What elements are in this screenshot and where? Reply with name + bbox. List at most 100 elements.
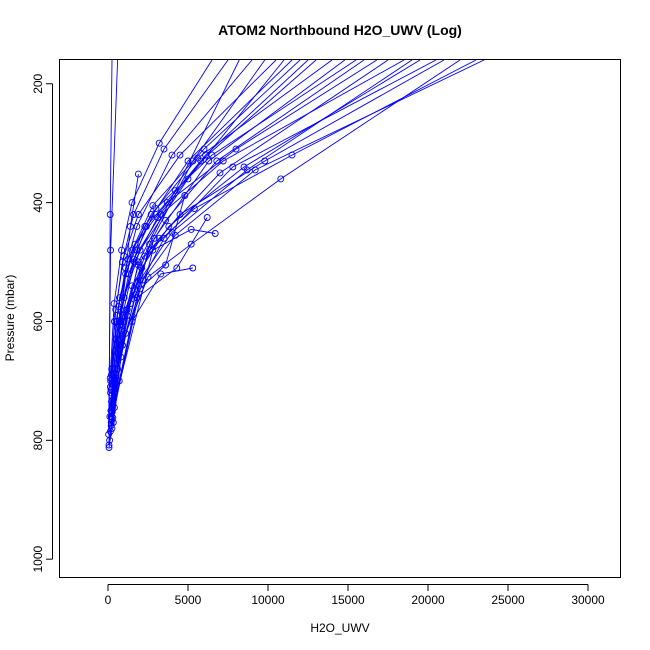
x-tick-label: 5000 bbox=[175, 593, 202, 607]
data-point bbox=[157, 270, 165, 278]
series-line bbox=[109, 60, 213, 378]
series-layer bbox=[105, 60, 485, 451]
data-point bbox=[133, 294, 141, 302]
x-tick-label: 10000 bbox=[251, 593, 285, 607]
data-point bbox=[232, 145, 240, 153]
series-line bbox=[113, 60, 421, 399]
series-line bbox=[111, 60, 378, 370]
series-line bbox=[110, 60, 293, 417]
data-point bbox=[105, 441, 113, 449]
data-point bbox=[118, 246, 126, 254]
x-tick-label: 20000 bbox=[411, 593, 445, 607]
y-axis-label: Pressure (mbar) bbox=[3, 275, 17, 362]
data-point bbox=[149, 202, 157, 210]
data-point bbox=[149, 246, 157, 254]
series-line bbox=[111, 60, 357, 384]
data-point bbox=[131, 240, 139, 248]
data-point bbox=[168, 151, 176, 159]
series-27 bbox=[108, 170, 142, 432]
data-point bbox=[123, 306, 131, 314]
data-point bbox=[141, 222, 149, 230]
series-line bbox=[110, 267, 193, 423]
series-line bbox=[112, 60, 445, 402]
data-point bbox=[110, 404, 118, 412]
series-7 bbox=[109, 60, 461, 409]
data-point bbox=[211, 230, 219, 237]
series-line bbox=[109, 60, 346, 432]
series-line bbox=[110, 60, 277, 381]
x-tick-label: 25000 bbox=[491, 593, 525, 607]
plot-frame bbox=[59, 59, 621, 578]
data-point bbox=[144, 273, 152, 281]
data-point bbox=[194, 154, 202, 162]
data-point bbox=[118, 341, 126, 349]
series-6 bbox=[107, 60, 389, 415]
data-point bbox=[203, 214, 211, 221]
y-tick-label: 800 bbox=[31, 430, 45, 450]
y-tick-label: 600 bbox=[31, 311, 45, 331]
data-point bbox=[208, 151, 216, 159]
data-point bbox=[128, 199, 136, 207]
series-line bbox=[110, 60, 253, 393]
data-point bbox=[187, 240, 195, 248]
data-point bbox=[155, 139, 163, 147]
series-23 bbox=[108, 60, 378, 373]
data-point bbox=[134, 170, 142, 178]
data-point bbox=[162, 261, 170, 269]
data-point bbox=[134, 211, 142, 218]
series-13 bbox=[108, 60, 309, 400]
data-point bbox=[176, 151, 184, 159]
series-line bbox=[112, 60, 413, 423]
x-tick-label: 15000 bbox=[331, 593, 365, 607]
data-point bbox=[130, 211, 138, 218]
series-22 bbox=[107, 60, 293, 421]
x-axis-label: H2O_UWV bbox=[310, 621, 369, 635]
series-line bbox=[113, 195, 186, 408]
data-point bbox=[200, 145, 208, 153]
chart-title: ATOM2 Northbound H2O_UWV (Log) bbox=[218, 22, 462, 38]
x-tick-label: 30000 bbox=[571, 593, 605, 607]
series-line bbox=[111, 60, 317, 402]
data-point bbox=[162, 216, 170, 224]
series-2 bbox=[106, 60, 346, 435]
series-line bbox=[111, 60, 485, 420]
data-point bbox=[136, 285, 144, 293]
data-point bbox=[165, 222, 173, 230]
data-point bbox=[108, 365, 116, 373]
data-point bbox=[181, 192, 189, 199]
y-tick-label: 200 bbox=[31, 73, 45, 93]
y-tick-label: 1000 bbox=[31, 546, 45, 573]
data-point bbox=[216, 169, 224, 177]
data-point bbox=[150, 234, 158, 242]
data-point bbox=[187, 225, 195, 233]
series-31 bbox=[110, 192, 189, 412]
y-tick-label: 400 bbox=[31, 192, 45, 212]
data-point bbox=[160, 145, 168, 153]
series-1 bbox=[106, 60, 240, 444]
series-line bbox=[112, 60, 461, 405]
series-24 bbox=[109, 60, 413, 426]
series-26 bbox=[105, 60, 119, 438]
data-point bbox=[136, 276, 144, 284]
data-point bbox=[288, 151, 296, 159]
data-point bbox=[105, 430, 113, 438]
data-point bbox=[107, 419, 115, 426]
data-point bbox=[277, 175, 285, 183]
data-point bbox=[116, 294, 123, 302]
x-axis: 0 5000 10000 15000 20000 25000 30000 bbox=[105, 584, 605, 607]
data-point bbox=[107, 246, 115, 254]
series-line bbox=[111, 174, 139, 429]
data-point bbox=[190, 205, 198, 213]
data-point bbox=[117, 318, 125, 325]
data-point bbox=[243, 166, 251, 174]
series-line bbox=[112, 60, 405, 405]
data-point bbox=[184, 157, 192, 165]
data-point bbox=[163, 199, 171, 207]
data-point bbox=[106, 211, 114, 218]
series-line bbox=[111, 228, 216, 412]
y-axis: 200 400 600 800 1000 bbox=[31, 73, 53, 573]
x-tick-label: 0 bbox=[105, 593, 112, 607]
data-point bbox=[126, 222, 134, 230]
data-point bbox=[110, 300, 118, 308]
